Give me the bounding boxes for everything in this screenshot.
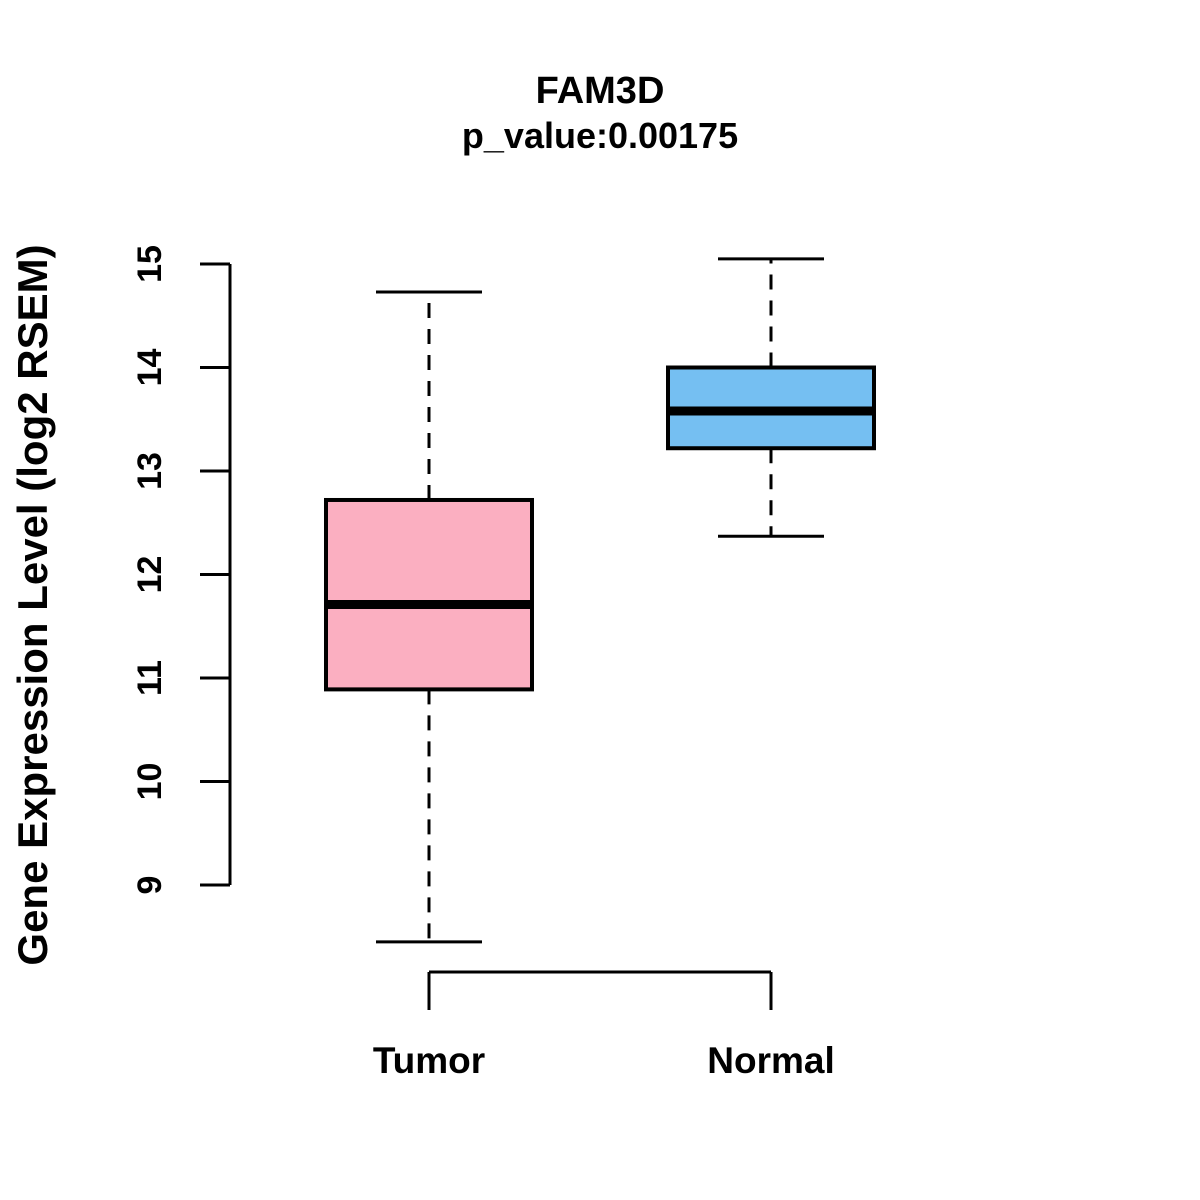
x-axis-label-tumor: Tumor xyxy=(373,1040,485,1081)
y-axis-tick-label: 9 xyxy=(131,876,169,895)
y-axis-tick-label: 14 xyxy=(131,349,169,387)
chart-title: FAM3D xyxy=(535,70,665,112)
tumor-box xyxy=(324,497,534,692)
chart-subtitle-pvalue: p_value:0.00175 xyxy=(461,115,739,156)
y-axis-tick-label: 10 xyxy=(131,763,169,801)
x-axis-label-normal: Normal xyxy=(707,1040,834,1081)
y-axis-tick-label: 13 xyxy=(131,452,169,490)
y-axis-tick-label: 12 xyxy=(131,556,169,594)
y-axis-tick-label: 15 xyxy=(131,245,169,283)
y-axis-tick-label: 11 xyxy=(131,660,169,696)
